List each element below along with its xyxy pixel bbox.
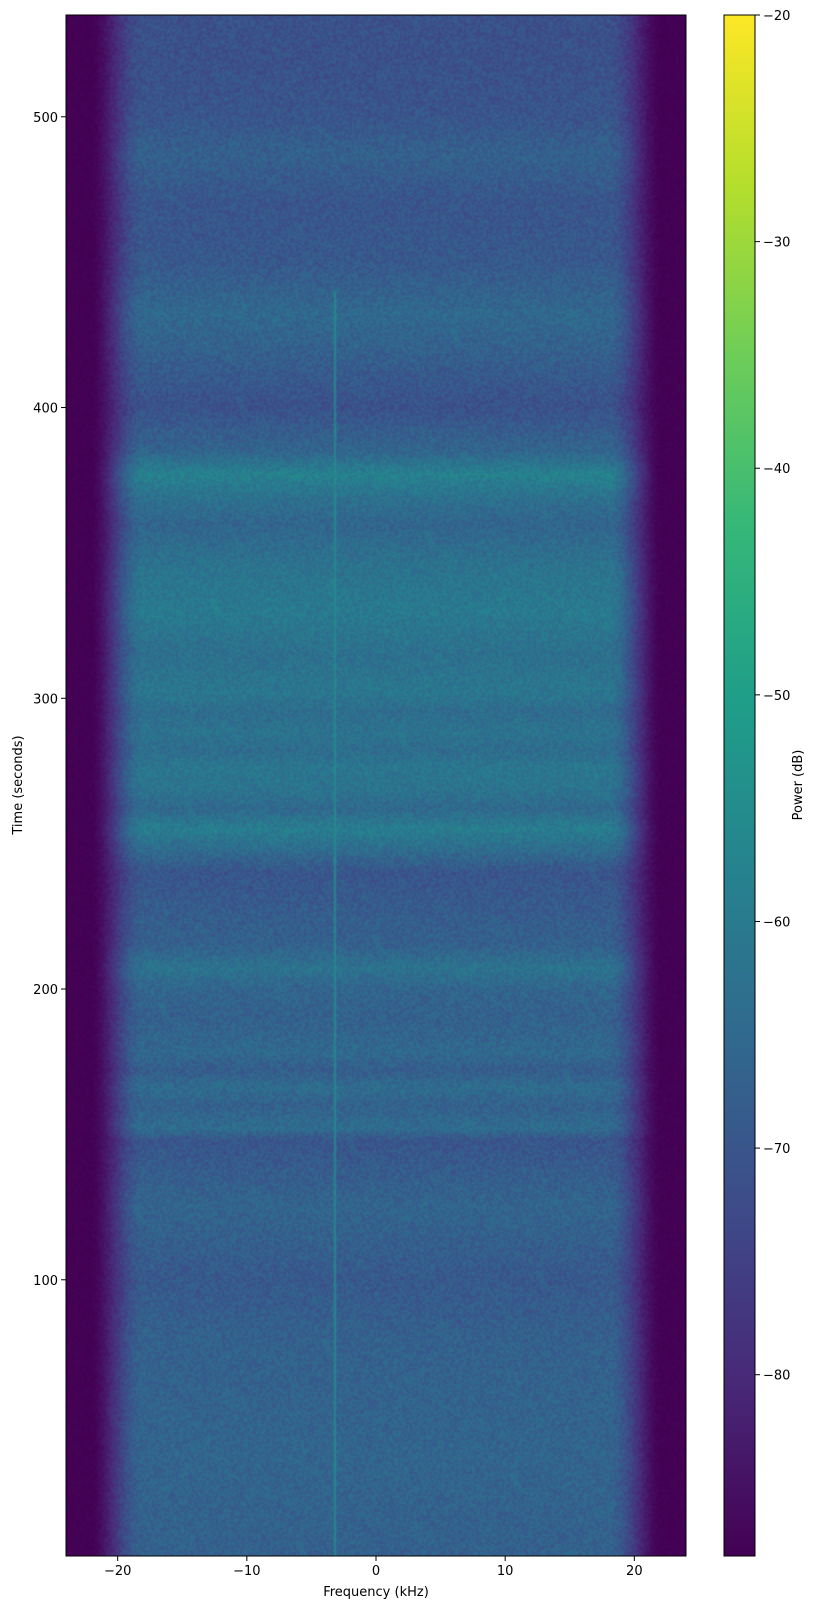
spectrogram-image [66,15,686,1556]
colorbar-tick-label: −40 [763,462,790,477]
colorbar-tick-label: −60 [763,915,790,930]
y-tick-label: 300 [33,692,58,707]
spectrogram-heatmap [66,15,686,1556]
x-tick-label: 10 [497,1564,514,1579]
x-tick-label: −10 [233,1564,260,1579]
x-axis-label: Frequency (kHz) [323,1585,429,1600]
colorbar-tick-label: −50 [763,689,790,704]
y-tick-label: 400 [33,402,58,417]
colorbar-tick-label: −30 [763,236,790,251]
x-axis: −20 −10 0 10 20 [104,1556,643,1579]
y-axis-label: Time (seconds) [11,735,26,835]
colorbar-frame [723,14,756,1557]
colorbar-gradient [724,15,755,1556]
colorbar: −80 −70 −60 −50 −40 −30 −20 Power (dB) [723,9,806,1557]
y-axis: 100 200 300 400 500 [33,111,66,1289]
x-tick-label: −20 [104,1564,131,1579]
colorbar-tick-label: −80 [763,1369,790,1384]
y-tick-label: 500 [33,111,58,126]
x-tick-label: 0 [372,1564,380,1579]
colorbar-label: Power (dB) [791,750,806,821]
x-tick-label: 20 [626,1564,643,1579]
colorbar-axis: −80 −70 −60 −50 −40 −30 −20 [755,9,790,1384]
y-tick-label: 200 [33,983,58,998]
y-tick-label: 100 [33,1274,58,1289]
colorbar-tick-label: −20 [763,9,790,24]
colorbar-tick-label: −70 [763,1142,790,1157]
